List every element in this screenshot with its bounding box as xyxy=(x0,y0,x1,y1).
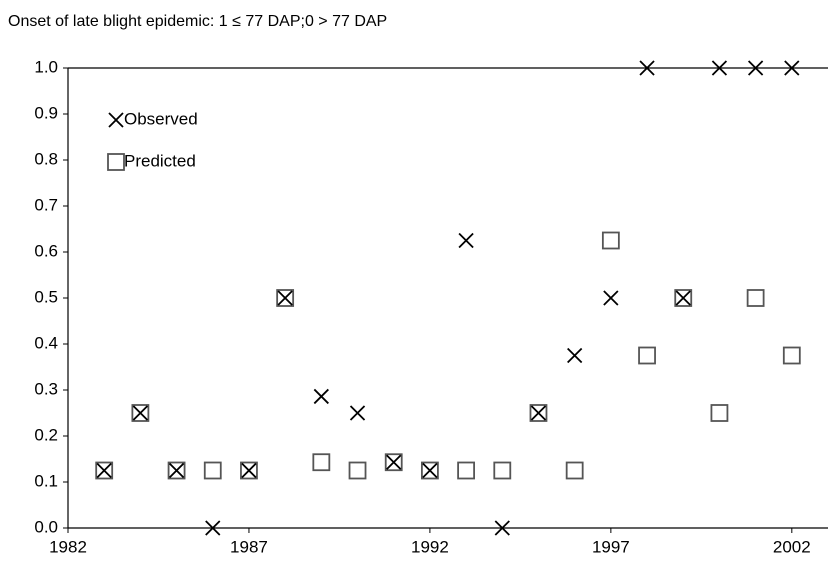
point xyxy=(674,289,693,307)
point xyxy=(746,289,765,307)
point xyxy=(603,290,619,306)
point xyxy=(567,347,583,364)
point xyxy=(313,388,329,405)
point xyxy=(167,461,186,480)
point xyxy=(132,405,149,421)
point xyxy=(277,290,293,306)
point xyxy=(782,346,801,365)
y-tick-label: 0.0 xyxy=(34,517,58,536)
y-tick-label: 0.6 xyxy=(34,241,58,260)
legend-marker xyxy=(108,112,124,128)
point xyxy=(205,520,221,536)
point xyxy=(131,404,150,422)
chart-title: Onset of late blight epidemic: 1 ≤ 77 DA… xyxy=(8,13,387,30)
point xyxy=(747,60,764,76)
y-tick-label: 0.9 xyxy=(34,103,58,122)
point xyxy=(494,520,510,536)
point xyxy=(784,60,800,76)
legend-label: Predicted xyxy=(124,151,196,170)
point xyxy=(711,60,728,76)
point xyxy=(675,290,691,306)
legend-marker xyxy=(107,153,125,171)
y-tick-label: 0.5 xyxy=(34,287,58,306)
y-tick-label: 0.7 xyxy=(34,195,58,214)
y-tick-label: 1.0 xyxy=(34,57,58,76)
point xyxy=(493,461,512,480)
point xyxy=(349,405,366,421)
point xyxy=(96,462,112,479)
point xyxy=(168,462,185,479)
x-tick-label: 1992 xyxy=(411,537,449,556)
point xyxy=(240,461,258,480)
point xyxy=(457,461,475,480)
point xyxy=(312,453,331,472)
point xyxy=(348,461,367,480)
point xyxy=(384,453,403,472)
point xyxy=(639,60,655,76)
y-tick-label: 0.1 xyxy=(34,471,58,490)
point xyxy=(422,462,438,479)
point xyxy=(386,454,402,470)
x-tick-label: 1997 xyxy=(592,537,630,556)
point xyxy=(241,462,257,479)
point xyxy=(203,461,222,480)
x-tick-label: 1982 xyxy=(49,537,87,556)
y-tick-label: 0.3 xyxy=(34,379,58,398)
point xyxy=(95,461,114,480)
point xyxy=(601,231,620,250)
point xyxy=(276,289,295,307)
y-tick-label: 0.4 xyxy=(34,333,58,352)
point xyxy=(421,461,439,480)
point xyxy=(565,461,584,480)
legend-label: Observed xyxy=(124,109,198,128)
point xyxy=(530,405,547,421)
y-tick-label: 0.8 xyxy=(34,149,58,168)
x-tick-label: 1987 xyxy=(230,537,268,556)
point xyxy=(529,404,548,422)
x-tick-label: 2002 xyxy=(773,537,811,556)
point xyxy=(638,346,656,365)
y-tick-label: 0.2 xyxy=(34,425,58,444)
point xyxy=(710,404,729,422)
point xyxy=(458,232,474,249)
